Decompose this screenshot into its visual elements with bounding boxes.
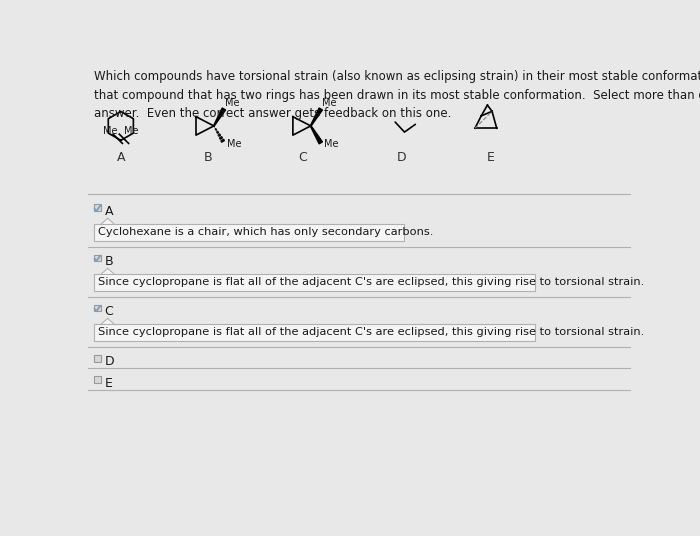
FancyBboxPatch shape: [94, 255, 101, 262]
Polygon shape: [310, 108, 323, 126]
Polygon shape: [214, 108, 225, 126]
Text: C: C: [299, 151, 307, 165]
Text: Cyclohexane is a chair, which has only secondary carbons.: Cyclohexane is a chair, which has only s…: [98, 227, 434, 237]
Polygon shape: [102, 218, 114, 224]
Text: B: B: [104, 255, 113, 269]
Text: Me: Me: [103, 126, 117, 136]
Text: Me: Me: [125, 126, 139, 136]
Text: Me: Me: [227, 139, 242, 150]
FancyBboxPatch shape: [94, 274, 536, 291]
Text: Me: Me: [322, 98, 337, 108]
Text: B: B: [203, 151, 212, 165]
FancyBboxPatch shape: [94, 376, 101, 383]
Text: E: E: [486, 151, 494, 165]
FancyBboxPatch shape: [94, 224, 404, 241]
FancyBboxPatch shape: [94, 355, 101, 362]
Polygon shape: [310, 126, 323, 144]
Polygon shape: [218, 134, 220, 136]
Text: D: D: [104, 355, 114, 368]
FancyBboxPatch shape: [94, 324, 536, 341]
Text: C: C: [104, 306, 113, 318]
Polygon shape: [102, 318, 114, 324]
Polygon shape: [214, 126, 215, 128]
Text: Which compounds have torsional strain (also known as eclipsing strain) in their : Which compounds have torsional strain (a…: [94, 70, 700, 121]
Text: D: D: [397, 151, 406, 165]
Polygon shape: [219, 137, 223, 139]
Polygon shape: [216, 131, 218, 133]
Text: A: A: [117, 151, 125, 165]
FancyBboxPatch shape: [94, 204, 101, 211]
FancyBboxPatch shape: [94, 304, 101, 311]
Text: E: E: [104, 377, 113, 390]
Text: Since cyclopropane is flat all of the adjacent C's are eclipsed, this giving ris: Since cyclopropane is flat all of the ad…: [98, 327, 645, 337]
Polygon shape: [215, 129, 216, 130]
Text: A: A: [104, 205, 113, 218]
Polygon shape: [220, 139, 225, 142]
Text: Me: Me: [324, 139, 338, 150]
Polygon shape: [102, 269, 114, 274]
Text: Since cyclopropane is flat all of the adjacent C's are eclipsed, this giving ris: Since cyclopropane is flat all of the ad…: [98, 277, 645, 287]
Text: Me: Me: [225, 98, 240, 108]
